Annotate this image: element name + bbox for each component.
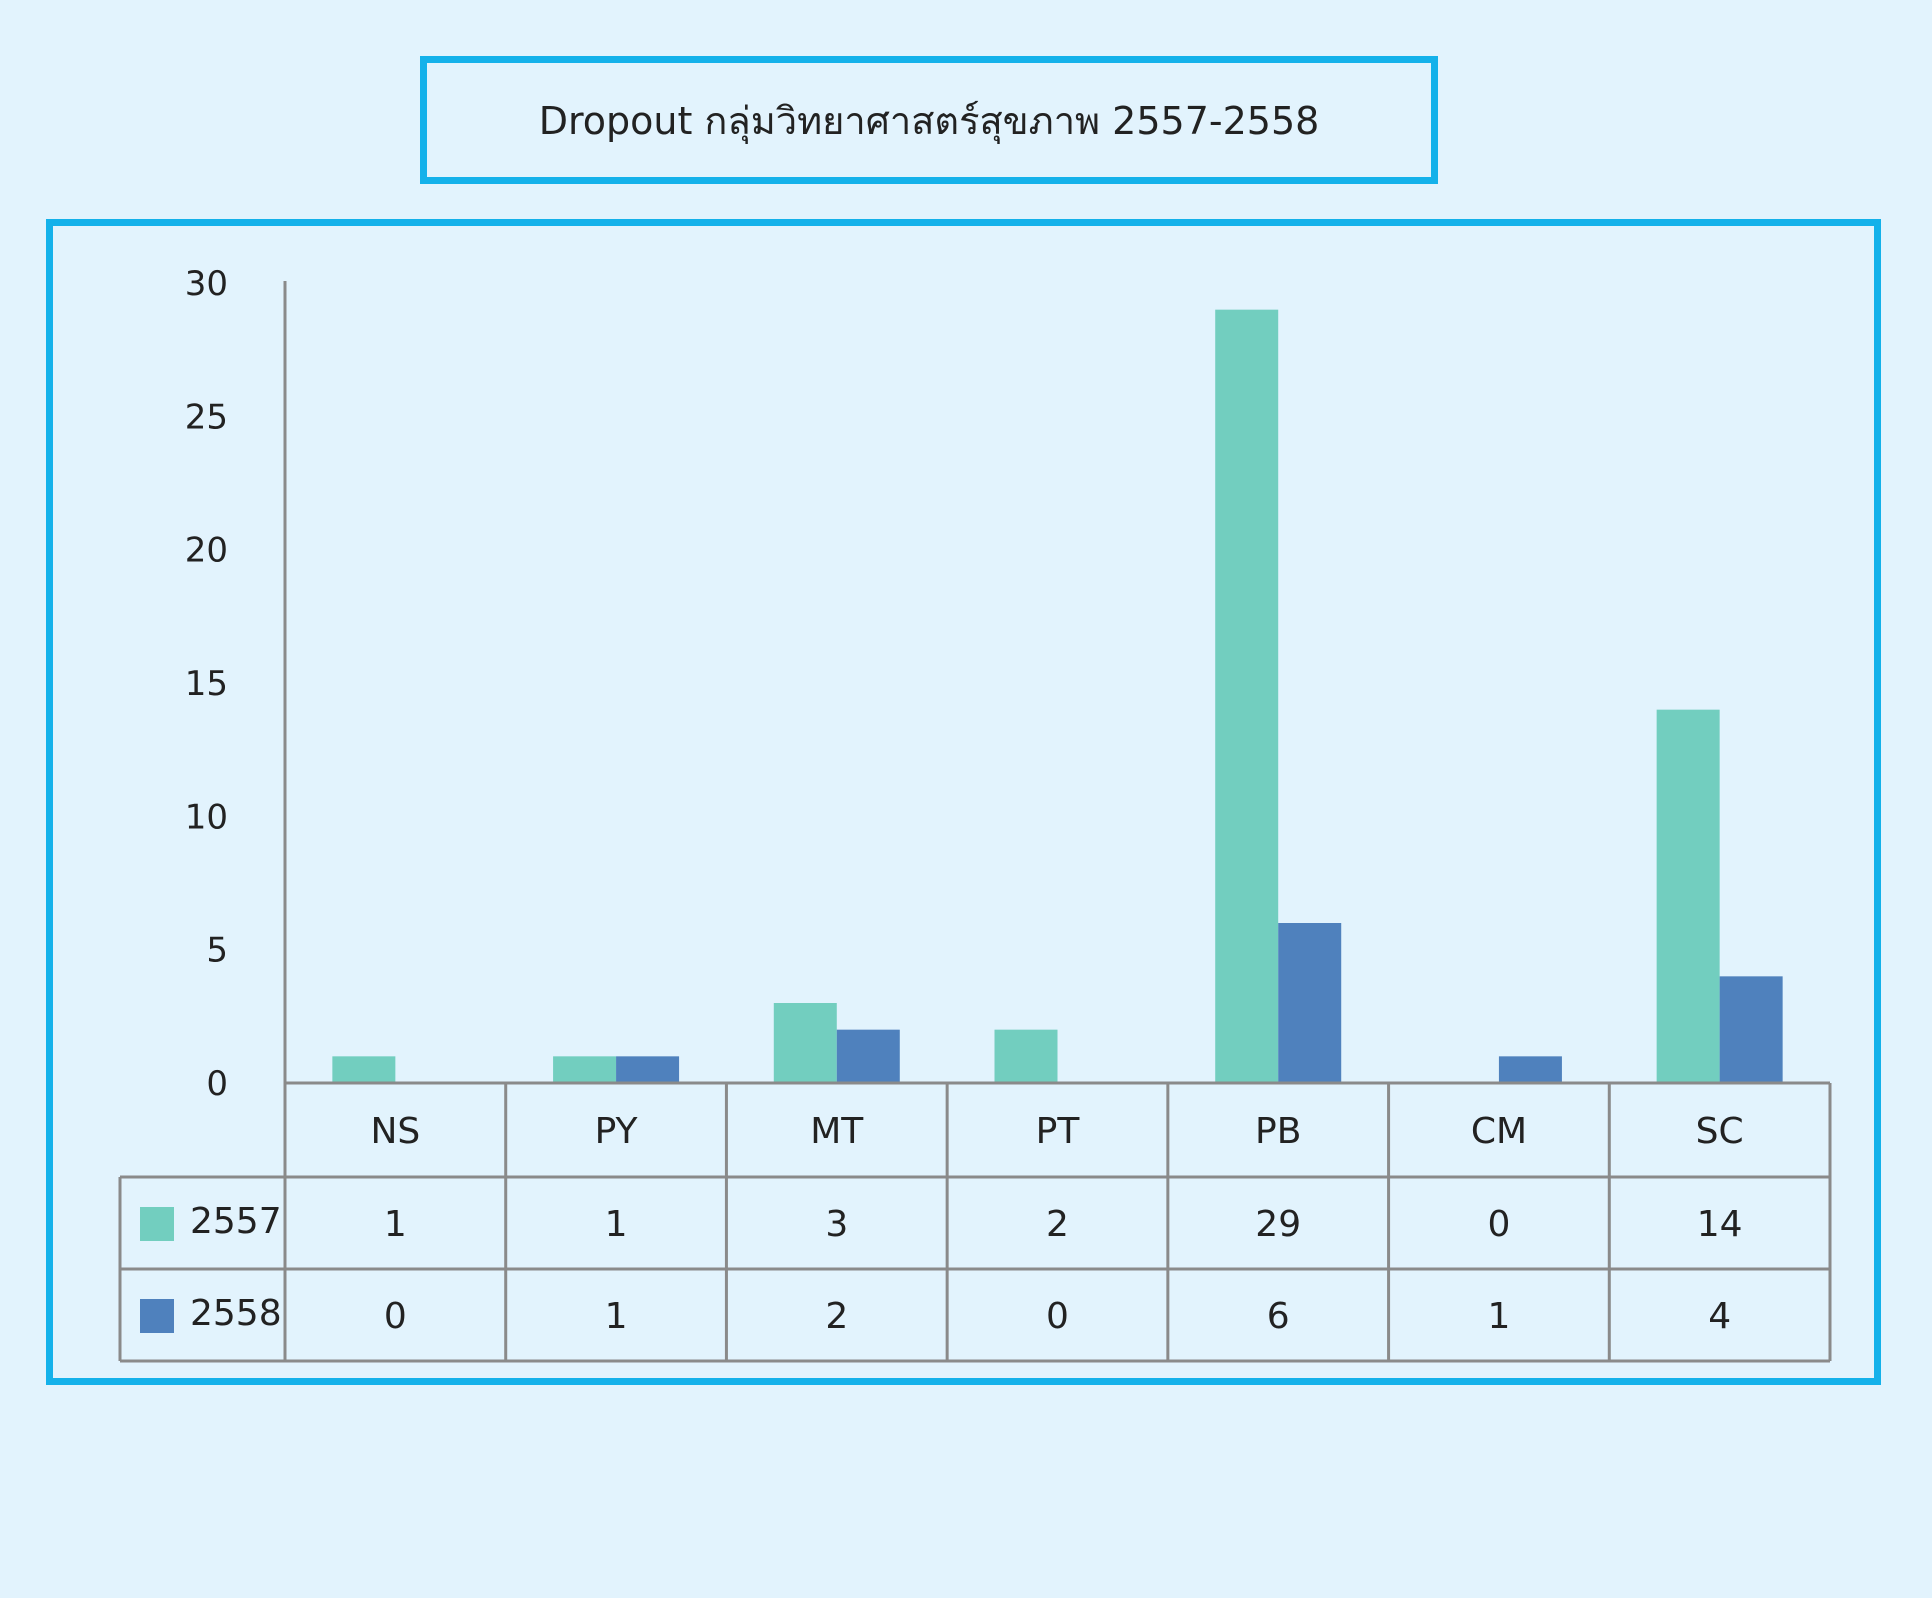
bar-2558-PB [1278, 923, 1342, 1083]
bar-2557-PT [994, 1029, 1058, 1083]
bar-2557-MT [773, 1003, 837, 1083]
y-tick-label: 25 [185, 397, 228, 437]
table-cell-value: 29 [1255, 1204, 1301, 1245]
bar-2558-MT [836, 1029, 900, 1083]
table-cell-value: 1 [605, 1204, 628, 1245]
category-label: CM [1471, 1111, 1527, 1152]
category-label: MT [810, 1111, 864, 1152]
chart-frame [46, 219, 1881, 1385]
bar-2558-CM [1498, 1056, 1562, 1083]
bar-2558-SC [1719, 976, 1783, 1083]
bar-2557-PY [553, 1056, 617, 1083]
category-label: PY [595, 1111, 639, 1152]
table-cell-value: 0 [1487, 1204, 1510, 1245]
table-cell-value: 4 [1708, 1296, 1731, 1337]
bar-2557-SC [1656, 709, 1720, 1083]
legend-swatch-2558 [140, 1299, 174, 1333]
table-cell-value: 0 [384, 1296, 407, 1337]
y-tick-label: 5 [206, 931, 228, 971]
table-cell-value: 1 [605, 1296, 628, 1337]
chart-title: Dropout กลุ่มวิทยาศาสตร์สุขภาพ 2557-2558 [538, 98, 1320, 143]
chart-title-box: Dropout กลุ่มวิทยาศาสตร์สุขภาพ 2557-2558 [420, 56, 1438, 184]
category-label: NS [370, 1111, 420, 1152]
y-tick-label: 10 [185, 797, 228, 837]
category-label: SC [1696, 1111, 1744, 1152]
table-cell-value: 3 [825, 1204, 848, 1245]
table-cell-value: 0 [1046, 1296, 1069, 1337]
legend-swatch-2557 [140, 1207, 174, 1241]
category-label: PB [1255, 1111, 1301, 1152]
table-cell-value: 1 [384, 1204, 407, 1245]
bar-2557-PB [1215, 309, 1279, 1084]
table-cell-value: 6 [1267, 1296, 1290, 1337]
y-tick-label: 20 [185, 531, 228, 571]
table-cell-value: 2 [825, 1296, 848, 1337]
y-tick-label: 30 [185, 264, 228, 304]
legend-label: 2557 [190, 1201, 282, 1242]
table-cell-value: 1 [1487, 1296, 1510, 1337]
y-tick-label: 0 [206, 1064, 228, 1104]
category-label: PT [1036, 1111, 1081, 1152]
table-cell-value: 14 [1697, 1204, 1743, 1245]
bar-2558-PY [616, 1056, 680, 1083]
table-cell-value: 2 [1046, 1204, 1069, 1245]
legend-label: 2558 [190, 1293, 282, 1334]
bar-2557-NS [332, 1056, 396, 1083]
y-tick-label: 15 [185, 664, 228, 704]
